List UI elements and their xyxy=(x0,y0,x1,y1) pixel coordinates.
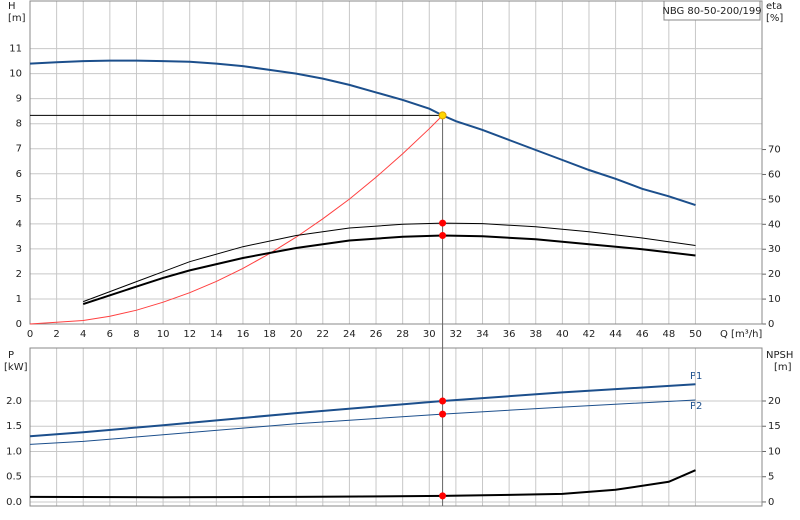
curve xyxy=(29,383,696,438)
y2-tick-label: 15 xyxy=(768,421,781,432)
x-tick-label: 30 xyxy=(423,329,436,340)
x-axis-label: Q [m³/h] xyxy=(720,329,762,340)
curve xyxy=(29,59,696,207)
duty-point xyxy=(439,410,447,418)
curve xyxy=(82,234,696,306)
duty-point xyxy=(439,397,447,405)
y2-tick-label: 0 xyxy=(768,497,774,508)
y-tick-label: 5 xyxy=(16,194,22,205)
x-tick-label: 20 xyxy=(290,329,303,340)
x-tick-label: 46 xyxy=(636,329,649,340)
x-tick-label: 16 xyxy=(237,329,250,340)
x-tick-label: 28 xyxy=(396,329,409,340)
x-tick-label: 36 xyxy=(503,329,516,340)
x-tick-label: 50 xyxy=(689,329,702,340)
y2-tick-label: 70 xyxy=(768,145,781,156)
y2-axis-unit: [m] xyxy=(774,362,792,373)
y-tick-label: 1.0 xyxy=(6,446,22,457)
x-tick-label: 22 xyxy=(316,329,329,340)
y-tick-label: 2.0 xyxy=(6,396,22,407)
y-tick-label: 1 xyxy=(16,294,22,305)
y-axis-unit: [m] xyxy=(8,13,26,24)
y-tick-label: 6 xyxy=(16,169,22,180)
curve xyxy=(29,399,696,445)
x-tick-label: 8 xyxy=(133,329,139,340)
x-tick-label: 42 xyxy=(583,329,596,340)
x-tick-label: 4 xyxy=(80,329,86,340)
series-label: P2 xyxy=(690,401,702,412)
x-tick-label: 2 xyxy=(53,329,59,340)
x-tick-label: 18 xyxy=(263,329,276,340)
x-tick-label: 6 xyxy=(107,329,113,340)
curve xyxy=(29,115,443,325)
y-axis-label: P xyxy=(8,350,14,361)
y2-axis-label: NPSH xyxy=(766,350,793,361)
y-tick-label: 0.5 xyxy=(6,472,22,483)
x-tick-label: 24 xyxy=(343,329,356,340)
x-tick-label: 12 xyxy=(183,329,196,340)
duty-point xyxy=(439,219,447,227)
x-tick-label: 34 xyxy=(476,329,489,340)
y2-tick-label: 40 xyxy=(768,219,781,230)
y2-tick-label: 0 xyxy=(768,319,774,330)
y-tick-label: 2 xyxy=(16,269,22,280)
chart-title: NBG 80-50-200/199 xyxy=(662,6,761,17)
x-tick-label: 44 xyxy=(609,329,622,340)
x-tick-label: 38 xyxy=(529,329,542,340)
y-tick-label: 0.0 xyxy=(6,497,22,508)
y-axis-label: H xyxy=(8,1,16,12)
x-tick-label: 48 xyxy=(662,329,675,340)
y2-tick-label: 50 xyxy=(768,194,781,205)
y-tick-label: 8 xyxy=(16,119,22,130)
y2-axis-unit: [%] xyxy=(766,13,783,24)
y-tick-label: 1.5 xyxy=(6,421,22,432)
y-tick-label: 10 xyxy=(9,69,22,80)
x-tick-label: 32 xyxy=(450,329,463,340)
y-tick-label: 9 xyxy=(16,94,22,105)
y2-tick-label: 30 xyxy=(768,244,781,255)
y2-tick-label: 60 xyxy=(768,169,781,180)
y2-axis-label: eta xyxy=(766,1,782,12)
duty-point xyxy=(439,492,447,500)
y2-tick-label: 20 xyxy=(768,396,781,407)
title-box xyxy=(663,0,761,21)
y-tick-label: 4 xyxy=(16,219,22,230)
duty-point xyxy=(439,232,447,240)
y2-tick-label: 10 xyxy=(768,294,781,305)
y2-tick-label: 10 xyxy=(768,446,781,457)
y2-tick-label: 5 xyxy=(768,472,774,483)
x-tick-label: 14 xyxy=(210,329,223,340)
duty-point xyxy=(438,111,447,120)
x-tick-label: 0 xyxy=(27,329,33,340)
x-tick-label: 40 xyxy=(556,329,569,340)
y2-tick-label: 20 xyxy=(768,269,781,280)
x-tick-label: 10 xyxy=(157,329,170,340)
curve xyxy=(83,222,696,303)
y-axis-unit: [kW] xyxy=(4,362,28,373)
y-tick-label: 0 xyxy=(16,319,22,330)
x-tick-label: 26 xyxy=(370,329,383,340)
y-tick-label: 11 xyxy=(9,44,22,55)
plot-frame xyxy=(29,347,763,507)
y-tick-label: 7 xyxy=(16,144,22,155)
plot-frame xyxy=(29,0,763,325)
y-tick-label: 3 xyxy=(16,244,22,255)
series-label: P1 xyxy=(690,371,702,382)
curve xyxy=(29,469,696,499)
